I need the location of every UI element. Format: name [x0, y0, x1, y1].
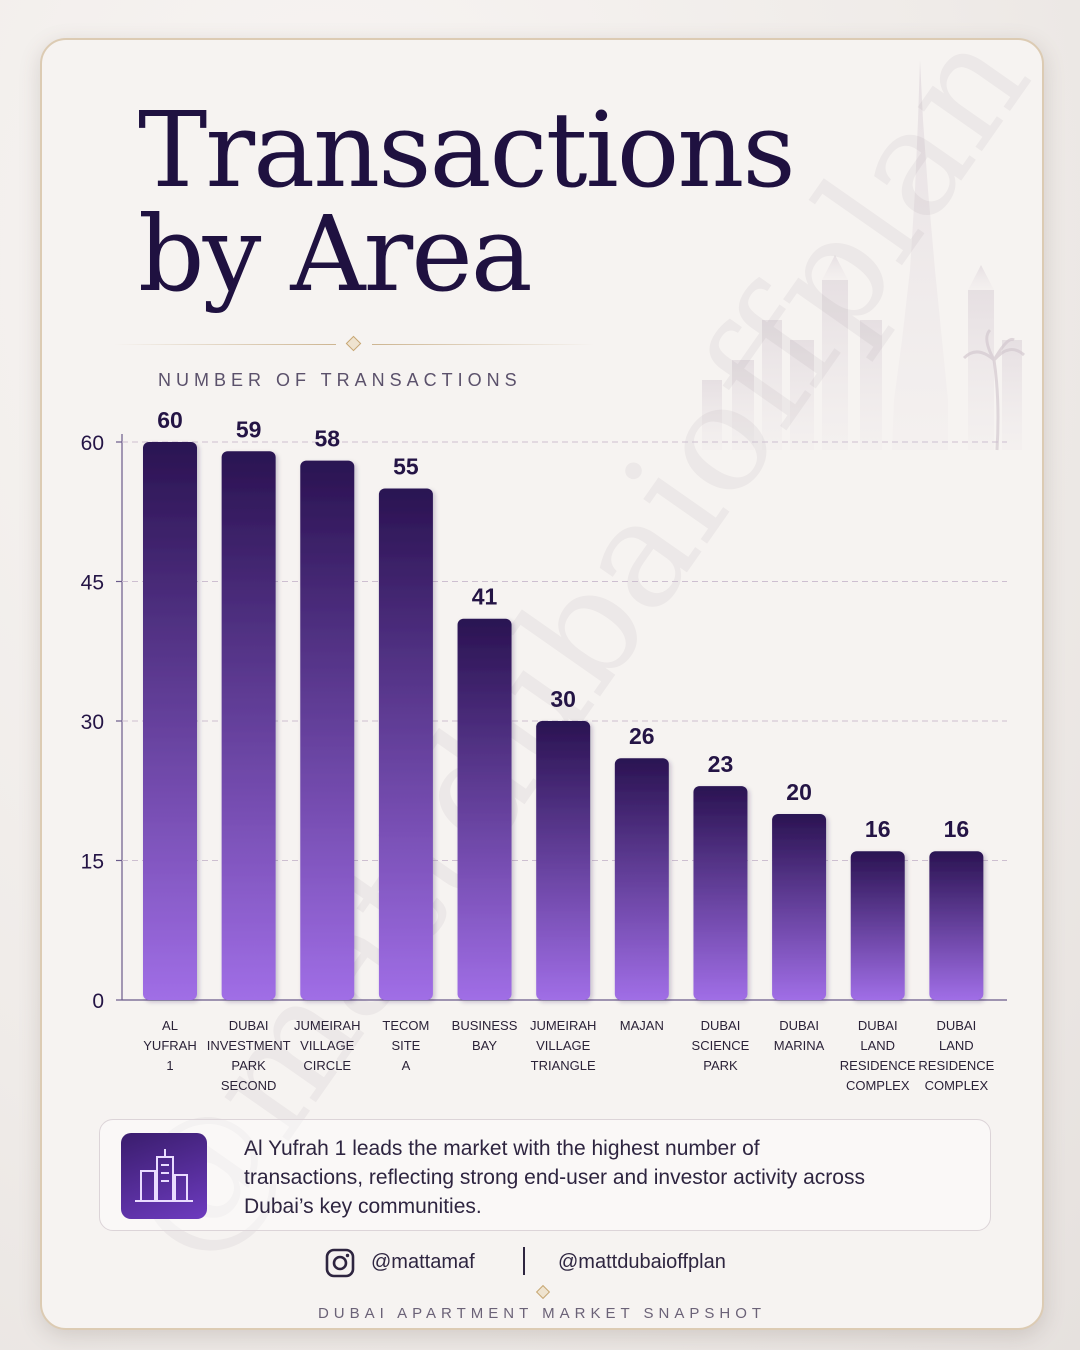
- x-tick-label: MAJAN: [620, 1018, 664, 1033]
- bar: [300, 460, 355, 1001]
- social-handles: @mattamaf @mattdubaioffplan: [322, 1245, 762, 1281]
- x-tick-label: VILLAGE: [536, 1038, 591, 1053]
- bar: [536, 721, 591, 1000]
- insight-text: Al Yufrah 1 leads the market with the hi…: [244, 1137, 865, 1218]
- bar: [614, 758, 669, 1000]
- diamond-ornament-icon: [345, 335, 362, 352]
- y-axis-title: NUMBER OF TRANSACTIONS: [158, 370, 522, 390]
- bar-value-label: 55: [393, 454, 419, 480]
- bar-value-label: 26: [629, 723, 655, 749]
- bar: [772, 814, 827, 1000]
- divider-line-right: [372, 344, 594, 345]
- x-tick-label: DUBAI: [858, 1018, 898, 1033]
- bar: [929, 851, 984, 1000]
- x-tick-label: SECOND: [221, 1078, 277, 1093]
- y-tick-label: 15: [81, 851, 104, 874]
- x-tick-label: RESIDENCE: [840, 1058, 916, 1073]
- x-tick-label: CIRCLE: [303, 1058, 351, 1073]
- bar-value-label: 16: [944, 816, 970, 842]
- x-tick-label: 1: [166, 1058, 173, 1073]
- diamond-ornament-icon: [535, 1284, 551, 1300]
- title-line-2: by Area: [138, 193, 533, 315]
- instagram-handle-2[interactable]: @mattdubaioffplan: [558, 1251, 726, 1273]
- bar-value-label: 59: [236, 416, 262, 442]
- bar-value-label: 30: [550, 686, 576, 712]
- x-tick-label: DUBAI: [936, 1018, 976, 1033]
- y-tick-label: 60: [81, 432, 104, 455]
- page-title: Transactions by Area: [138, 89, 796, 315]
- title-line-1: Transactions: [138, 89, 796, 211]
- bar: [693, 786, 748, 1000]
- divider-line-left: [114, 344, 336, 345]
- bar-value-label: 41: [472, 584, 498, 610]
- bar: [143, 442, 197, 1000]
- buildings-icon: [121, 1133, 207, 1219]
- bar: [378, 488, 433, 1000]
- bar-chart: 0 15 30 45 60 60 AL YUFRAH 1 59 DUBAI INVESTMENT PAR…: [81, 407, 1007, 1093]
- bar-value-label: 23: [708, 751, 734, 777]
- x-tick-label: PARK: [231, 1058, 266, 1073]
- bar: [850, 851, 905, 1000]
- infographic-card: @mattdubaioffplan Transactions by Area N…: [40, 38, 1044, 1330]
- x-tick-label: BAY: [472, 1038, 497, 1053]
- x-tick-label: PARK: [703, 1058, 738, 1073]
- x-tick-label: A: [402, 1058, 411, 1073]
- instagram-icon[interactable]: [325, 1248, 355, 1278]
- bar-value-label: 20: [786, 779, 812, 805]
- x-tick-label: JUMEIRAH: [294, 1018, 360, 1033]
- x-tick-label: DUBAI: [701, 1018, 741, 1033]
- y-tick-label: 30: [81, 711, 104, 734]
- title-divider: [114, 335, 594, 352]
- x-tick-label: AL: [162, 1018, 178, 1033]
- x-tick-label: DUBAI: [779, 1018, 819, 1033]
- x-tick-label: TECOM: [382, 1018, 429, 1033]
- footer-text: DUBAI APARTMENT MARKET SNAPSHOT: [317, 1305, 767, 1322]
- x-tick-label: VILLAGE: [300, 1038, 355, 1053]
- handle-separator: [523, 1247, 525, 1275]
- bar-value-label: 16: [865, 816, 891, 842]
- instagram-handle-1[interactable]: @mattamaf: [371, 1251, 475, 1273]
- x-tick-label: TRIANGLE: [531, 1058, 596, 1073]
- x-tick-label: SCIENCE: [692, 1038, 750, 1053]
- x-tick-label: SITE: [391, 1038, 420, 1053]
- x-tick-label: RESIDENCE: [918, 1058, 994, 1073]
- x-tick-label: INVESTMENT: [207, 1038, 291, 1053]
- x-tick-label: MARINA: [774, 1038, 825, 1053]
- x-tick-label: COMPLEX: [925, 1078, 989, 1093]
- x-tick-label: DUBAI: [229, 1018, 269, 1033]
- bar-value-label: 58: [314, 426, 340, 452]
- x-tick-label: LAND: [939, 1038, 974, 1053]
- bar-value-label: 60: [157, 407, 183, 433]
- bar: [221, 451, 276, 1000]
- x-tick-label: JUMEIRAH: [530, 1018, 596, 1033]
- x-tick-label: COMPLEX: [846, 1078, 910, 1093]
- y-tick-label: 45: [81, 572, 104, 595]
- insight-box: Al Yufrah 1 leads the market with the hi…: [99, 1119, 991, 1231]
- bar: [457, 618, 512, 1000]
- x-tick-label: LAND: [860, 1038, 895, 1053]
- x-tick-label: BUSINESS: [452, 1018, 518, 1033]
- x-tick-label: YUFRAH: [143, 1038, 196, 1053]
- y-tick-label: 0: [92, 990, 104, 1013]
